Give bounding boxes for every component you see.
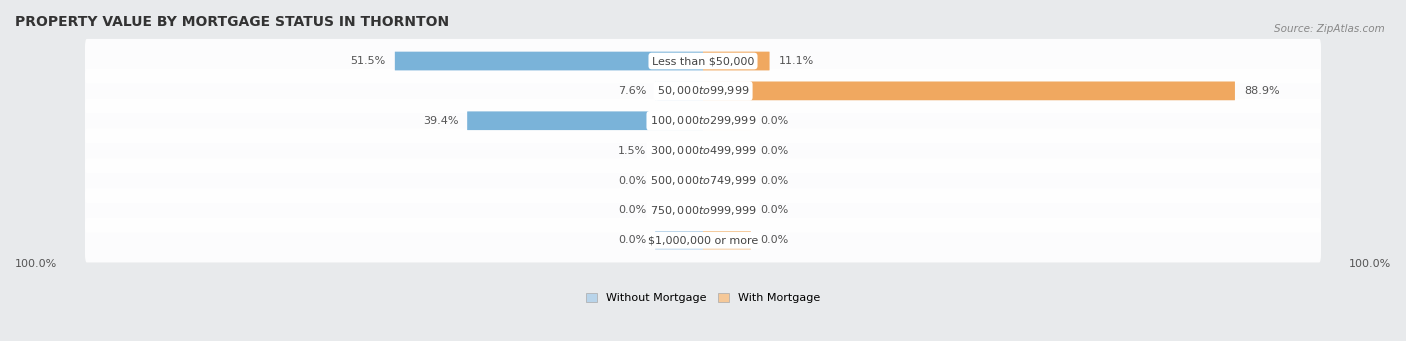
Text: 88.9%: 88.9% (1244, 86, 1279, 96)
FancyBboxPatch shape (467, 112, 703, 130)
FancyBboxPatch shape (84, 99, 1322, 143)
Text: Less than $50,000: Less than $50,000 (652, 56, 754, 66)
Text: PROPERTY VALUE BY MORTGAGE STATUS IN THORNTON: PROPERTY VALUE BY MORTGAGE STATUS IN THO… (15, 15, 449, 29)
FancyBboxPatch shape (703, 52, 769, 70)
Text: 0.0%: 0.0% (759, 235, 789, 245)
Text: 39.4%: 39.4% (423, 116, 458, 126)
FancyBboxPatch shape (655, 171, 703, 190)
Text: 0.0%: 0.0% (759, 116, 789, 126)
Text: 0.0%: 0.0% (759, 146, 789, 156)
FancyBboxPatch shape (703, 142, 751, 160)
FancyBboxPatch shape (655, 142, 703, 160)
Text: 100.0%: 100.0% (1348, 259, 1391, 269)
FancyBboxPatch shape (84, 129, 1322, 173)
Text: 0.0%: 0.0% (617, 206, 647, 216)
Text: 0.0%: 0.0% (617, 176, 647, 186)
FancyBboxPatch shape (84, 218, 1322, 263)
Text: $300,000 to $499,999: $300,000 to $499,999 (650, 144, 756, 157)
Text: $100,000 to $299,999: $100,000 to $299,999 (650, 114, 756, 127)
FancyBboxPatch shape (84, 69, 1322, 113)
Text: 0.0%: 0.0% (617, 235, 647, 245)
FancyBboxPatch shape (703, 112, 751, 130)
Text: Source: ZipAtlas.com: Source: ZipAtlas.com (1274, 24, 1385, 34)
FancyBboxPatch shape (703, 81, 1234, 100)
Text: $750,000 to $999,999: $750,000 to $999,999 (650, 204, 756, 217)
Text: 51.5%: 51.5% (350, 56, 385, 66)
FancyBboxPatch shape (84, 188, 1322, 233)
FancyBboxPatch shape (84, 159, 1322, 203)
Text: 0.0%: 0.0% (759, 176, 789, 186)
Text: 7.6%: 7.6% (617, 86, 647, 96)
FancyBboxPatch shape (655, 201, 703, 220)
FancyBboxPatch shape (655, 81, 703, 100)
Text: $1,000,000 or more: $1,000,000 or more (648, 235, 758, 245)
FancyBboxPatch shape (395, 52, 703, 70)
FancyBboxPatch shape (703, 231, 751, 250)
Text: 11.1%: 11.1% (779, 56, 814, 66)
FancyBboxPatch shape (703, 171, 751, 190)
FancyBboxPatch shape (695, 142, 703, 160)
Text: 1.5%: 1.5% (617, 146, 647, 156)
Text: $50,000 to $99,999: $50,000 to $99,999 (657, 85, 749, 98)
FancyBboxPatch shape (703, 81, 1234, 100)
FancyBboxPatch shape (395, 52, 703, 70)
FancyBboxPatch shape (703, 52, 769, 70)
FancyBboxPatch shape (658, 81, 703, 100)
FancyBboxPatch shape (703, 201, 751, 220)
Text: 100.0%: 100.0% (15, 259, 58, 269)
FancyBboxPatch shape (655, 231, 703, 250)
Text: 0.0%: 0.0% (759, 206, 789, 216)
Text: $500,000 to $749,999: $500,000 to $749,999 (650, 174, 756, 187)
FancyBboxPatch shape (84, 39, 1322, 83)
FancyBboxPatch shape (467, 112, 703, 130)
Legend: Without Mortgage, With Mortgage: Without Mortgage, With Mortgage (586, 293, 820, 303)
